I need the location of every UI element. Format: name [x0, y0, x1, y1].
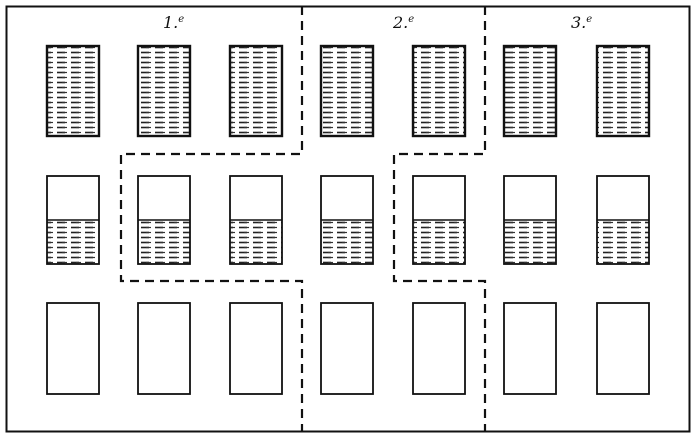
tile-row3-col2	[137, 302, 191, 395]
tile-row1-col6	[502, 44, 558, 138]
tile-row2-col6	[503, 175, 557, 265]
tile-row2-col1	[46, 175, 100, 265]
tile-row2-col5	[412, 175, 466, 265]
zone-3-label: 3.e	[571, 13, 592, 32]
tile-row3-col1	[46, 302, 100, 395]
tile-row1-col7	[595, 44, 651, 138]
tile-grid	[45, 44, 651, 395]
zone-1-label: 1.e	[163, 13, 184, 32]
zone-1-boundary	[119, 6, 304, 432]
tile-row2-col3	[229, 175, 283, 265]
tile-row3-col7	[596, 302, 650, 395]
tile-row1-col4	[319, 44, 375, 138]
zone-2-boundary	[392, 6, 487, 432]
tile-row3-col6	[503, 302, 557, 395]
tile-row2-col2	[137, 175, 191, 265]
tile-row1-col3	[228, 44, 284, 138]
tile-row3-col4	[320, 302, 374, 395]
tile-row3-col5	[412, 302, 466, 395]
tile-row2-col7	[596, 175, 650, 265]
tile-row3-col3	[229, 302, 283, 395]
tile-row1-col5	[411, 44, 467, 138]
tile-row1-col2	[136, 44, 192, 138]
tile-row2-col4	[320, 175, 374, 265]
tile-row1-col1	[45, 44, 101, 138]
zone-2-label: 2.e	[392, 13, 414, 32]
outer-frame	[5, 5, 691, 433]
